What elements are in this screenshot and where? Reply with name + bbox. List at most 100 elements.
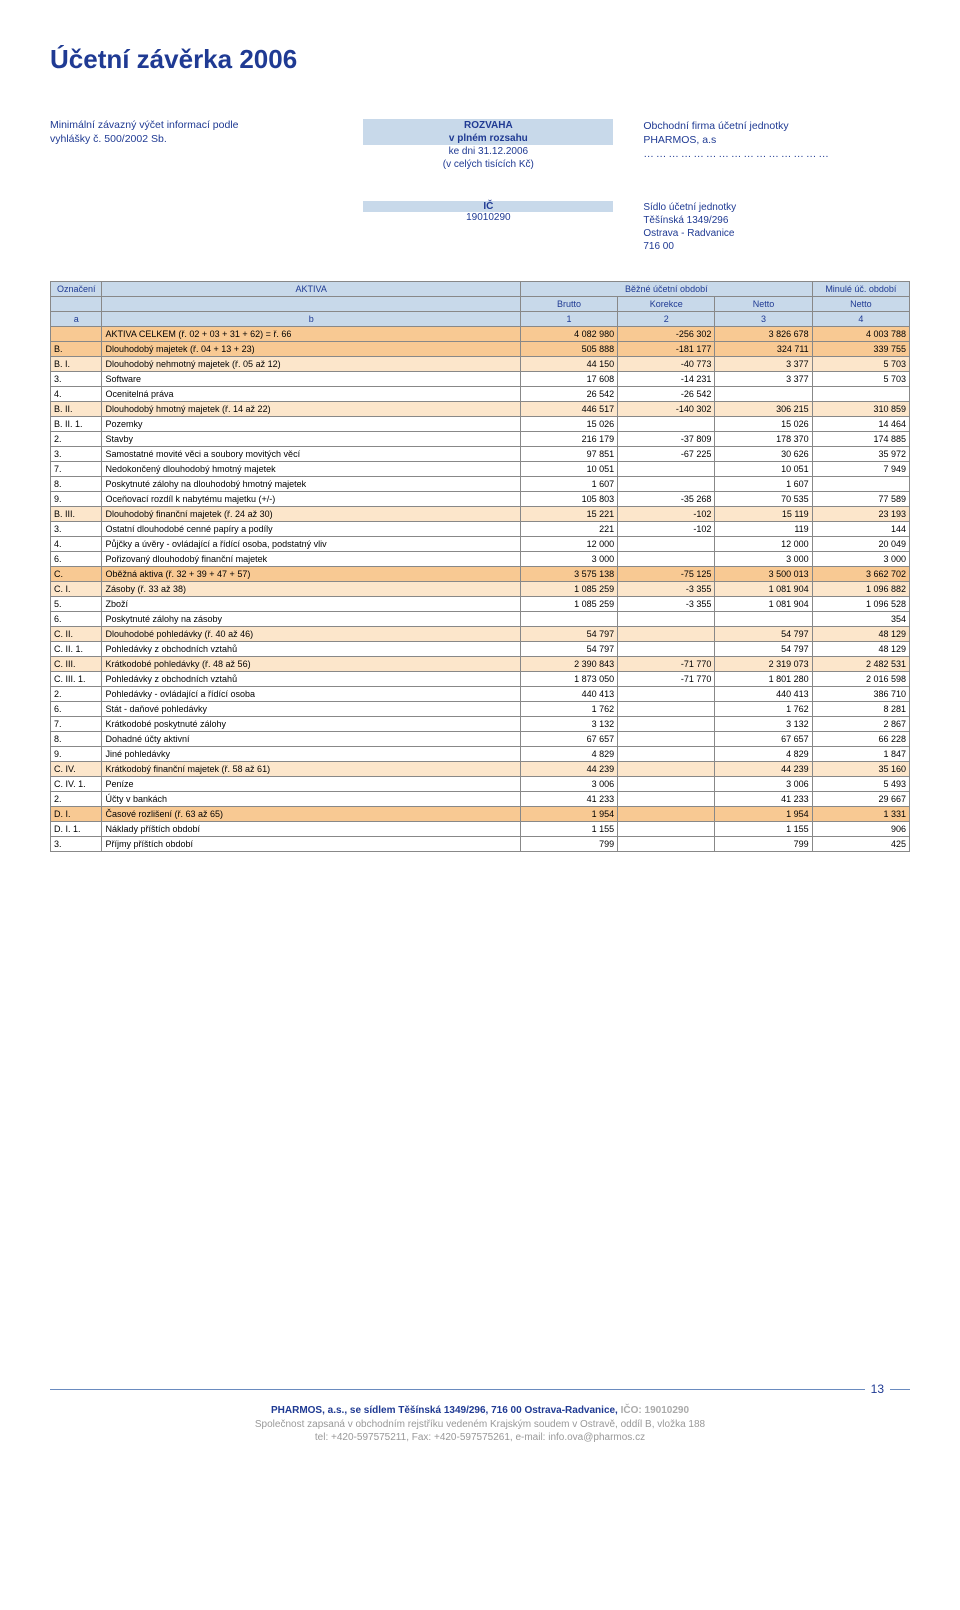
row-value: 2 390 843 xyxy=(520,657,617,672)
row-value: 1 954 xyxy=(520,807,617,822)
row-value: 310 859 xyxy=(812,402,909,417)
row-code: 2. xyxy=(51,792,102,807)
footer-contact: tel: +420-597575211, Fax: +420-597575261… xyxy=(50,1431,910,1445)
row-value: 48 129 xyxy=(812,642,909,657)
row-code: C. xyxy=(51,567,102,582)
row-code: 7. xyxy=(51,717,102,732)
row-value xyxy=(715,387,812,402)
row-value xyxy=(618,702,715,717)
row-value: 386 710 xyxy=(812,687,909,702)
row-value: 5 703 xyxy=(812,372,909,387)
row-value: -71 770 xyxy=(618,672,715,687)
address-l2: Těšínská 1349/296 xyxy=(643,214,910,227)
row-value: 1 155 xyxy=(715,822,812,837)
row-value: 4 829 xyxy=(715,747,812,762)
table-row: B. III.Dlouhodobý finanční majetek (ř. 2… xyxy=(51,507,910,522)
row-value xyxy=(618,477,715,492)
row-code: 8. xyxy=(51,732,102,747)
row-label: Jiné pohledávky xyxy=(102,747,520,762)
row-code: 7. xyxy=(51,462,102,477)
row-value: 1 873 050 xyxy=(520,672,617,687)
table-row: AKTIVA CELKEM (ř. 02 + 03 + 31 + 62) = ř… xyxy=(51,327,910,342)
row-label: Ocenitelná práva xyxy=(102,387,520,402)
row-value: -26 542 xyxy=(618,387,715,402)
doc-type-title: ROZVAHA xyxy=(363,119,613,132)
table-row: 6.Poskytnuté zálohy na zásoby354 xyxy=(51,612,910,627)
row-value: 44 150 xyxy=(520,357,617,372)
row-value: 2 319 073 xyxy=(715,657,812,672)
row-value: 306 215 xyxy=(715,402,812,417)
table-row: C. IV.Krátkodobý finanční majetek (ř. 58… xyxy=(51,762,910,777)
row-value: 3 132 xyxy=(715,717,812,732)
row-value: 425 xyxy=(812,837,909,852)
header-left: Minimální závazný výčet informací podle … xyxy=(50,119,333,171)
table-row: 3.Příjmy příštích období799799425 xyxy=(51,837,910,852)
doc-type-sub: v plném rozsahu xyxy=(363,132,613,145)
row-value: 2 867 xyxy=(812,717,909,732)
row-value: 440 413 xyxy=(520,687,617,702)
row-label: Ostatní dlouhodobé cenné papíry a podíly xyxy=(102,522,520,537)
row-label: Samostatné movité věci a soubory movitýc… xyxy=(102,447,520,462)
row-label: Software xyxy=(102,372,520,387)
row-value xyxy=(618,792,715,807)
row-value: 12 000 xyxy=(715,537,812,552)
dots-line: ……………………………………… xyxy=(643,147,910,161)
table-header-row-1: Označení AKTIVA Běžné účetní období Minu… xyxy=(51,282,910,297)
row-value: -14 231 xyxy=(618,372,715,387)
row-value: 1 607 xyxy=(520,477,617,492)
row-value: 446 517 xyxy=(520,402,617,417)
ic-value: 19010290 xyxy=(363,212,613,223)
row-value xyxy=(520,612,617,627)
row-value: 67 657 xyxy=(715,732,812,747)
row-code: B. II. xyxy=(51,402,102,417)
row-value: 12 000 xyxy=(520,537,617,552)
row-value: 20 049 xyxy=(812,537,909,552)
row-label: Dlouhodobé pohledávky (ř. 40 až 46) xyxy=(102,627,520,642)
row-value: 4 003 788 xyxy=(812,327,909,342)
footer-registry: Společnost zapsaná v obchodním rejstříku… xyxy=(50,1418,910,1432)
row-label: AKTIVA CELKEM (ř. 02 + 03 + 31 + 62) = ř… xyxy=(102,327,520,342)
row-label: Dlouhodobý finanční majetek (ř. 24 až 30… xyxy=(102,507,520,522)
table-row: 2.Stavby216 179-37 809178 370174 885 xyxy=(51,432,910,447)
hdr-korekce: Korekce xyxy=(618,297,715,312)
row-value: 339 755 xyxy=(812,342,909,357)
row-value: -67 225 xyxy=(618,447,715,462)
row-value: 41 233 xyxy=(520,792,617,807)
row-value xyxy=(618,837,715,852)
row-value: 10 051 xyxy=(715,462,812,477)
row-label: Zboží xyxy=(102,597,520,612)
row-value: 14 464 xyxy=(812,417,909,432)
row-value: 3 132 xyxy=(520,717,617,732)
row-value: 70 535 xyxy=(715,492,812,507)
footer-rule: 13 xyxy=(50,1382,910,1396)
page-footer: 13 PHARMOS, a.s., se sídlem Těšínská 134… xyxy=(50,1382,910,1445)
row-value: 97 851 xyxy=(520,447,617,462)
row-label: Nedokončený dlouhodobý hmotný majetek xyxy=(102,462,520,477)
row-value xyxy=(715,612,812,627)
table-row: C. II. 1.Pohledávky z obchodních vztahů5… xyxy=(51,642,910,657)
row-label: Půjčky a úvěry - ovládající a řídící oso… xyxy=(102,537,520,552)
table-header-row-2: Brutto Korekce Netto Netto xyxy=(51,297,910,312)
row-label: Dohadné účty aktivní xyxy=(102,732,520,747)
table-row: 4.Půjčky a úvěry - ovládající a řídící o… xyxy=(51,537,910,552)
row-value: 15 119 xyxy=(715,507,812,522)
row-label: Pohledávky z obchodních vztahů xyxy=(102,672,520,687)
hdr-b: b xyxy=(102,312,520,327)
footer-ico: IČO: 19010290 xyxy=(621,1405,689,1416)
row-value xyxy=(618,642,715,657)
table-row: B.Dlouhodobý majetek (ř. 04 + 13 + 23)50… xyxy=(51,342,910,357)
row-code: 5. xyxy=(51,597,102,612)
row-value: 35 972 xyxy=(812,447,909,462)
row-value: 4 829 xyxy=(520,747,617,762)
row-value: 5 703 xyxy=(812,357,909,372)
table-row: 3.Samostatné movité věci a soubory movit… xyxy=(51,447,910,462)
row-label: Příjmy příštích období xyxy=(102,837,520,852)
row-label: Dlouhodobý hmotný majetek (ř. 14 až 22) xyxy=(102,402,520,417)
row-value: 1 081 904 xyxy=(715,597,812,612)
row-value: -3 355 xyxy=(618,582,715,597)
row-code: 4. xyxy=(51,537,102,552)
row-code: C. II. 1. xyxy=(51,642,102,657)
row-value: 35 160 xyxy=(812,762,909,777)
hdr-brutto: Brutto xyxy=(520,297,617,312)
hdr-oznaceni: Označení xyxy=(51,282,102,297)
